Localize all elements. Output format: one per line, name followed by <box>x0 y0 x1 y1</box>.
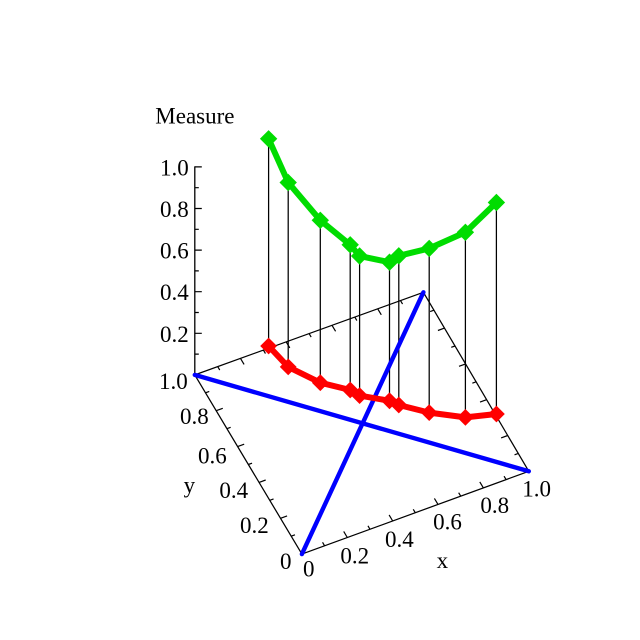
svg-text:0.6: 0.6 <box>433 510 462 535</box>
svg-text:0: 0 <box>303 557 315 582</box>
svg-text:0.6: 0.6 <box>160 239 189 264</box>
svg-text:0.2: 0.2 <box>160 322 189 347</box>
svg-text:0.2: 0.2 <box>240 513 269 538</box>
svg-text:0.8: 0.8 <box>160 197 189 222</box>
svg-text:x: x <box>437 548 449 573</box>
svg-text:0.2: 0.2 <box>340 543 369 568</box>
svg-text:0.4: 0.4 <box>385 527 414 552</box>
svg-text:0.8: 0.8 <box>480 493 509 518</box>
svg-text:1.0: 1.0 <box>160 155 189 180</box>
svg-text:1.0: 1.0 <box>522 476 551 501</box>
svg-text:0.4: 0.4 <box>219 478 248 503</box>
svg-text:Measure: Measure <box>155 103 234 128</box>
svg-text:y: y <box>184 472 196 497</box>
svg-text:0.8: 0.8 <box>180 404 209 429</box>
svg-text:0.4: 0.4 <box>160 280 189 305</box>
svg-text:1.0: 1.0 <box>159 369 188 394</box>
svg-text:0.6: 0.6 <box>198 444 227 469</box>
svg-text:0: 0 <box>280 549 292 574</box>
